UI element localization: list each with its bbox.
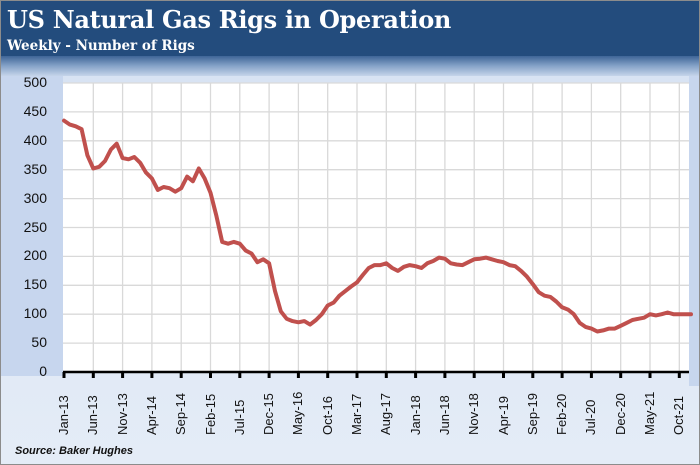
y-tick-label: 250 — [23, 218, 47, 235]
y-tick-label: 150 — [23, 276, 47, 293]
y-tick-label: 400 — [23, 131, 47, 148]
y-tick-label: 50 — [31, 334, 47, 351]
y-tick-label: 0 — [39, 363, 47, 379]
chart-title: US Natural Gas Rigs in Operation — [7, 5, 452, 34]
y-tick-label: 450 — [23, 102, 47, 119]
right-panel — [689, 76, 699, 386]
chart-header: US Natural Gas Rigs in Operation Weekly … — [1, 1, 699, 56]
y-tick-label: 500 — [23, 74, 47, 90]
chart-subtitle: Weekly - Number of Rigs — [7, 38, 195, 54]
y-tick-label: 350 — [23, 160, 47, 177]
y-tick-label: 100 — [23, 305, 47, 322]
y-tick-label: 300 — [23, 189, 47, 206]
source-note: Source: Baker Hughes — [15, 445, 133, 457]
y-tick-label: 200 — [23, 247, 47, 264]
header-gradient — [1, 56, 699, 76]
y-axis-panel — [1, 76, 63, 376]
rig-count-line — [62, 118, 693, 334]
